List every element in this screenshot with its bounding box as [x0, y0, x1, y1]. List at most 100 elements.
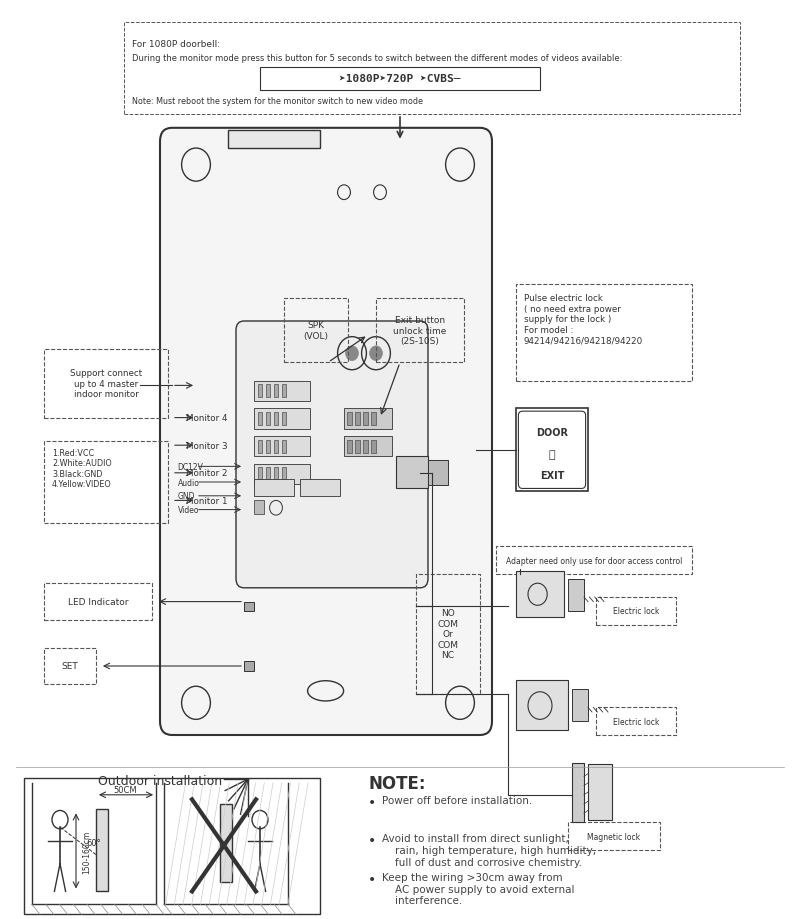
Bar	[254, 381, 310, 402]
Bar	[568, 823, 660, 850]
Bar	[355, 413, 360, 425]
Bar	[568, 579, 584, 611]
Bar	[274, 440, 278, 453]
Bar	[588, 765, 612, 820]
Bar	[376, 299, 464, 363]
Bar	[363, 413, 368, 425]
Text: During the monitor mode press this button for 5 seconds to switch between the di: During the monitor mode press this butto…	[132, 54, 622, 63]
Bar	[266, 440, 270, 453]
Text: 50CM: 50CM	[114, 785, 138, 794]
Text: Support connect
up to 4 master
indoor monitor: Support connect up to 4 master indoor mo…	[70, 369, 142, 399]
Text: Pulse electric lock
( no need extra power
supply for the lock )
For model :
9421: Pulse electric lock ( no need extra powe…	[524, 294, 643, 345]
Bar	[371, 440, 376, 453]
Text: DOOR: DOOR	[536, 427, 568, 437]
Bar	[244, 602, 254, 611]
Bar	[274, 413, 278, 425]
Text: Power off before installation.: Power off before installation.	[382, 795, 533, 805]
Text: Keep the wiring >30cm away from
    AC power supply to avoid external
    interf: Keep the wiring >30cm away from AC power…	[382, 872, 575, 905]
Bar	[254, 464, 310, 484]
Bar	[516, 285, 692, 381]
Text: Video: Video	[178, 505, 199, 515]
Bar	[274, 385, 278, 398]
Text: SPK
(VOL): SPK (VOL)	[303, 321, 329, 341]
Bar	[258, 413, 262, 425]
Bar	[266, 413, 270, 425]
Bar	[596, 597, 676, 625]
Text: •: •	[368, 834, 376, 847]
Bar	[572, 689, 588, 721]
Text: NOTE:: NOTE:	[368, 774, 426, 792]
Bar	[282, 468, 286, 481]
Bar	[344, 409, 392, 429]
Bar	[344, 437, 392, 457]
Text: 60°: 60°	[86, 838, 101, 847]
Bar	[24, 778, 320, 914]
Bar	[284, 299, 348, 363]
Text: Adapter need only use for door access control: Adapter need only use for door access co…	[506, 556, 682, 565]
FancyBboxPatch shape	[160, 129, 492, 735]
Text: For 1080P doorbell:: For 1080P doorbell:	[132, 40, 220, 49]
Bar	[44, 584, 152, 620]
Bar	[254, 409, 310, 429]
Bar	[371, 413, 376, 425]
Bar	[496, 547, 692, 574]
Bar	[282, 413, 286, 425]
Bar	[282, 385, 286, 398]
Text: 150-160cm: 150-160cm	[82, 829, 91, 873]
Bar	[44, 349, 168, 418]
Bar	[596, 708, 676, 735]
Text: Magnetic lock: Magnetic lock	[587, 832, 641, 841]
Circle shape	[346, 346, 358, 361]
Bar	[428, 460, 448, 485]
Text: 1.Red:VCC
2.White:AUDIO
3.Black:GND
4.Yellow:VIDEO: 1.Red:VCC 2.White:AUDIO 3.Black:GND 4.Ye…	[52, 448, 112, 489]
Bar	[258, 468, 262, 481]
Circle shape	[370, 346, 382, 361]
Text: Electric lock: Electric lock	[613, 607, 659, 616]
Text: Monitor 1: Monitor 1	[186, 496, 228, 505]
Bar	[258, 385, 262, 398]
Bar	[282, 440, 286, 453]
Bar	[96, 809, 108, 891]
Text: ⚿: ⚿	[549, 449, 555, 460]
Bar	[300, 480, 340, 496]
Bar	[516, 572, 564, 618]
Bar	[347, 440, 352, 453]
Text: DC12V: DC12V	[178, 462, 203, 471]
Text: Audio: Audio	[178, 478, 199, 487]
Text: Avoid to install from direct sunlight,
    rain, high temperature, high humidity: Avoid to install from direct sunlight, r…	[382, 834, 597, 867]
Bar	[416, 574, 480, 694]
Text: Monitor 2: Monitor 2	[186, 469, 228, 478]
Bar	[274, 468, 278, 481]
Bar	[396, 457, 428, 489]
Text: Outdoor installation: Outdoor installation	[98, 774, 222, 787]
Text: •: •	[368, 872, 376, 886]
Text: SET: SET	[62, 662, 78, 671]
Text: Electric lock: Electric lock	[613, 717, 659, 726]
Bar	[260, 68, 540, 91]
Text: LED Indicator: LED Indicator	[68, 597, 128, 607]
FancyBboxPatch shape	[518, 412, 586, 489]
Text: Monitor 4: Monitor 4	[186, 414, 228, 423]
Text: •: •	[368, 795, 376, 809]
Bar	[124, 23, 740, 115]
FancyBboxPatch shape	[236, 322, 428, 588]
Text: ➤1080P➤720P ➤CVBS─: ➤1080P➤720P ➤CVBS─	[339, 74, 461, 84]
Text: Note: Must reboot the system for the monitor switch to new video mode: Note: Must reboot the system for the mon…	[132, 96, 423, 106]
Bar	[254, 501, 264, 515]
Text: NO
COM
Or
COM
NC: NO COM Or COM NC	[438, 608, 458, 660]
Bar	[347, 413, 352, 425]
Text: Exit button
unlock time
(2S-10S): Exit button unlock time (2S-10S)	[394, 316, 446, 346]
Text: GND: GND	[178, 492, 195, 501]
Bar	[572, 763, 584, 823]
Bar	[516, 409, 588, 492]
Bar	[516, 680, 568, 731]
Bar	[363, 440, 368, 453]
Bar	[244, 662, 254, 671]
Text: Monitor 3: Monitor 3	[186, 441, 228, 450]
Bar	[220, 804, 232, 882]
Bar	[266, 468, 270, 481]
Bar	[254, 480, 294, 496]
Text: EXIT: EXIT	[540, 471, 564, 480]
Bar	[44, 441, 168, 524]
Bar	[355, 440, 360, 453]
